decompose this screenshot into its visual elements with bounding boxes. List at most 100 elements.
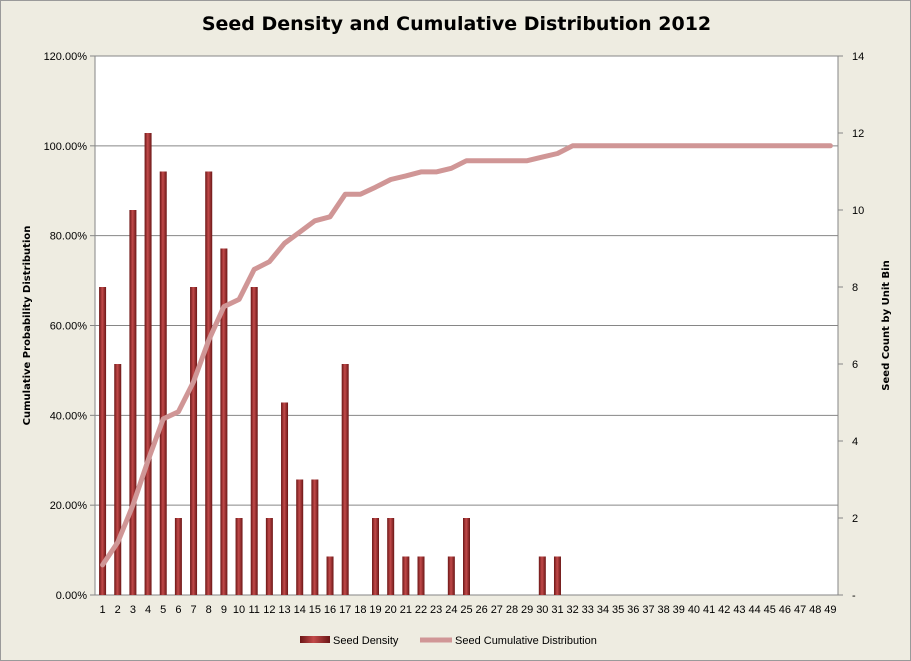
left-tick-label: 120.00% — [44, 51, 88, 63]
cumulative-line-path — [100, 143, 833, 568]
chart-title: Seed Density and Cumulative Distribution… — [201, 13, 712, 35]
x-tick-label: 32 — [567, 604, 579, 616]
x-tick-label: 46 — [779, 604, 791, 616]
left-tick-label: 20.00% — [50, 500, 88, 512]
x-tick-label: 9 — [221, 604, 227, 616]
right-tick-label: 6 — [852, 359, 858, 371]
density-bars — [99, 133, 561, 595]
density-bar — [265, 518, 273, 595]
x-tick-label: 16 — [324, 604, 336, 616]
x-tick-label: 27 — [491, 604, 503, 616]
x-tick-label: 8 — [206, 604, 212, 616]
x-tick-label: 14 — [294, 604, 306, 616]
density-bar — [144, 133, 152, 595]
density-bar — [159, 171, 167, 595]
x-tick-label: 48 — [809, 604, 821, 616]
density-bar — [114, 364, 122, 595]
x-tick-label: 30 — [536, 604, 548, 616]
x-tick-label: 28 — [506, 604, 518, 616]
x-tick-label: 23 — [430, 604, 442, 616]
x-tick-label: 42 — [718, 604, 730, 616]
density-bar — [463, 518, 470, 595]
left-tick-label: 40.00% — [50, 410, 88, 422]
right-tick-label: 2 — [852, 513, 858, 525]
density-bar — [235, 518, 243, 595]
density-bar — [281, 402, 289, 595]
x-tick-label: 29 — [521, 604, 533, 616]
x-tick-label: 39 — [673, 604, 685, 616]
x-tick-label: 36 — [627, 604, 639, 616]
density-bar — [174, 518, 182, 595]
x-tick-label: 19 — [369, 604, 381, 616]
density-bar — [311, 479, 319, 595]
left-tick-label: 80.00% — [50, 231, 88, 243]
right-tick-label: 10 — [852, 205, 864, 217]
right-tick-label: 8 — [852, 282, 858, 294]
left-tick-label: 0.00% — [56, 590, 87, 602]
density-bar — [553, 556, 561, 595]
x-tick-label: 37 — [642, 604, 654, 616]
x-tick-label: 41 — [703, 604, 715, 616]
left-tick-label: 100.00% — [44, 141, 88, 153]
x-tick-label: 33 — [582, 604, 594, 616]
x-tick-label: 17 — [339, 604, 351, 616]
density-bar — [129, 210, 137, 595]
density-bar — [205, 171, 213, 595]
density-bar — [372, 518, 380, 595]
density-bar — [220, 248, 228, 595]
x-tick-label: 49 — [824, 604, 836, 616]
density-bar — [190, 287, 198, 595]
right-axis-title: Seed Count by Unit Bin — [881, 260, 892, 390]
density-bar — [417, 556, 425, 595]
x-tick-label: 34 — [597, 604, 609, 616]
x-tick-label: 5 — [160, 604, 166, 616]
x-tick-label: 45 — [764, 604, 776, 616]
x-tick-label: 26 — [476, 604, 488, 616]
x-tick-label: 1 — [100, 604, 106, 616]
x-tick-label: 31 — [551, 604, 563, 616]
x-tick-label: 22 — [415, 604, 427, 616]
right-tick-label: 12 — [852, 128, 864, 140]
cumulative-line — [100, 143, 833, 568]
legend: Seed Density Seed Cumulative Distributio… — [300, 635, 597, 647]
right-axis-ticks: - 2 4 6 8 10 12 14 — [838, 51, 864, 602]
x-tick-label: 44 — [748, 604, 760, 616]
x-axis-ticks: 1 2 3 4 5 6 7 8 9 10 11 12 13 14 15 16 17 18 19 20 21 22 23 24 2… — [100, 604, 837, 616]
x-tick-label: 13 — [278, 604, 290, 616]
x-tick-label: 24 — [445, 604, 457, 616]
right-tick-label: 4 — [852, 436, 858, 448]
right-tick-label: - — [852, 590, 856, 602]
legend-label-cumulative: Seed Cumulative Distribution — [455, 635, 597, 647]
x-tick-label: 20 — [385, 604, 397, 616]
density-bar — [250, 287, 258, 595]
right-tick-label: 14 — [852, 51, 864, 63]
gridlines — [95, 55, 838, 506]
left-axis-ticks: 0.00% 20.00% 40.00% 60.00% 80.00% 100.00% 120.… — [44, 51, 95, 602]
x-tick-label: 38 — [657, 604, 669, 616]
x-tick-label: 43 — [733, 604, 745, 616]
density-bar — [447, 556, 455, 595]
x-tick-label: 21 — [400, 604, 412, 616]
density-bar — [326, 556, 334, 595]
x-tick-label: 15 — [309, 604, 321, 616]
density-bar — [99, 287, 107, 595]
density-bar — [341, 364, 349, 595]
x-tick-label: 10 — [233, 604, 245, 616]
x-tick-label: 40 — [688, 604, 700, 616]
density-bar — [538, 556, 546, 595]
density-bar — [387, 518, 395, 595]
x-tick-label: 18 — [354, 604, 366, 616]
x-tick-label: 4 — [145, 604, 151, 616]
legend-label-seed-density: Seed Density — [333, 635, 399, 647]
x-tick-label: 11 — [249, 604, 260, 616]
density-bar — [296, 479, 304, 595]
density-bar — [402, 556, 410, 595]
x-tick-label: 7 — [190, 604, 196, 616]
legend-swatch-seed-density — [300, 636, 330, 643]
x-tick-label: 47 — [794, 604, 806, 616]
x-tick-label: 35 — [612, 604, 624, 616]
x-tick-label: 25 — [460, 604, 472, 616]
x-tick-label: 6 — [175, 604, 181, 616]
x-tick-label: 3 — [130, 604, 136, 616]
